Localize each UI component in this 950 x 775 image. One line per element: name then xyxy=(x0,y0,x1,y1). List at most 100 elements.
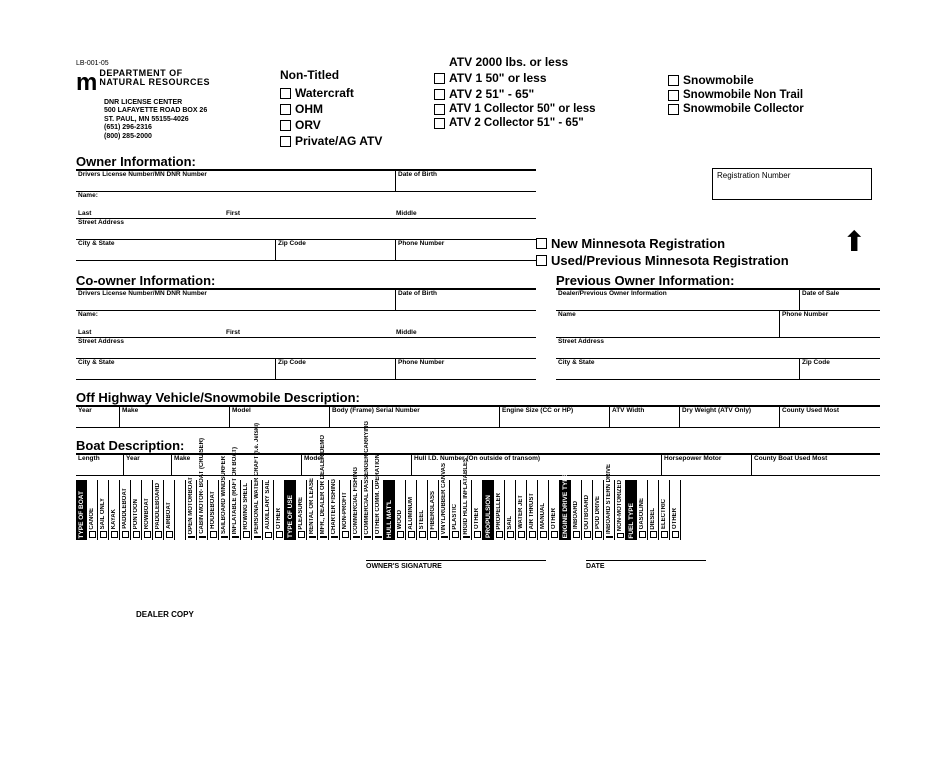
vbar-option[interactable]: SAILBOARD WINDSURFER xyxy=(219,480,230,540)
vbar-checkbox[interactable] xyxy=(364,536,371,538)
cb-snow-nontrail[interactable] xyxy=(668,90,679,101)
vbar-option[interactable]: OTHER xyxy=(274,480,285,540)
vbar-option[interactable]: HOUSEBOAT xyxy=(208,480,219,540)
vbar-option[interactable]: VINYL/RUBBER CANVAS xyxy=(439,480,450,540)
vbar-checkbox[interactable] xyxy=(430,531,437,538)
vbar-checkbox[interactable] xyxy=(496,531,503,538)
vbar-checkbox[interactable] xyxy=(199,536,206,538)
vbar-option[interactable]: PONTOON xyxy=(131,480,142,540)
vbar-option[interactable]: NON-MOTORIZED xyxy=(615,480,626,540)
vbar-checkbox[interactable] xyxy=(617,533,624,538)
vbar-checkbox[interactable] xyxy=(452,531,459,538)
cb-orv[interactable] xyxy=(280,120,291,131)
vbar-checkbox[interactable] xyxy=(551,531,558,538)
vbar-checkbox[interactable] xyxy=(573,531,580,538)
vbar-option[interactable]: KAYAK xyxy=(109,480,120,540)
vbar-option[interactable]: PROPELLER xyxy=(494,480,505,540)
cb-ohm[interactable] xyxy=(280,104,291,115)
vbar-option[interactable]: ELECTRIC xyxy=(659,480,670,540)
vbar-checkbox[interactable] xyxy=(309,536,316,538)
cb-atv1-50[interactable] xyxy=(434,73,445,84)
vbar-checkbox[interactable] xyxy=(540,531,547,538)
vbar-option[interactable]: WOOD xyxy=(395,480,406,540)
vbar-checkbox[interactable] xyxy=(232,536,239,538)
vbar-option[interactable]: COMMERCIAL PASSENGER CARRYING xyxy=(362,480,373,540)
vbar-checkbox[interactable] xyxy=(353,536,360,538)
vbar-checkbox[interactable] xyxy=(606,536,613,538)
vbar-option[interactable]: NON-PROFIT xyxy=(340,480,351,540)
vbar-checkbox[interactable] xyxy=(650,531,657,538)
vbar-option[interactable]: MANUAL xyxy=(538,480,549,540)
vbar-checkbox[interactable] xyxy=(507,531,514,538)
vbar-option[interactable]: CANOE xyxy=(87,480,98,540)
vbar-checkbox[interactable] xyxy=(298,531,305,538)
vbar-option[interactable]: ROWING SHELL xyxy=(241,480,252,540)
vbar-checkbox[interactable] xyxy=(166,531,173,538)
vbar-option[interactable]: PLASTIC xyxy=(450,480,461,540)
vbar-option[interactable]: WATER JET xyxy=(516,480,527,540)
vbar-option[interactable]: AUXILLARY SAIL xyxy=(263,480,274,540)
vbar-checkbox[interactable] xyxy=(441,536,448,538)
date-signature[interactable]: DATE xyxy=(586,560,706,570)
vbar-option[interactable]: DIESEL xyxy=(648,480,659,540)
vbar-option[interactable]: RIGID HULL INFLATABLES xyxy=(461,480,472,540)
cb-atv2-51[interactable] xyxy=(434,89,445,100)
vbar-option[interactable]: MFR., DEALER OR DEALER DEMO xyxy=(318,480,329,540)
vbar-checkbox[interactable] xyxy=(342,531,349,538)
vbar-option[interactable]: OTHER xyxy=(549,480,560,540)
vbar-option[interactable]: INFLATABLE (RAFT OR BOAT) xyxy=(230,480,241,540)
vbar-option[interactable]: SAIL xyxy=(505,480,516,540)
vbar-checkbox[interactable] xyxy=(254,536,261,538)
vbar-option[interactable]: AIR THRUST xyxy=(527,480,538,540)
cb-used-reg[interactable] xyxy=(536,255,547,266)
vbar-option[interactable]: OTHER COMM. OPERATION xyxy=(373,480,384,540)
vbar-option[interactable]: OUTBOARD xyxy=(582,480,593,540)
vbar-checkbox[interactable] xyxy=(265,532,272,539)
vbar-option[interactable]: POD DRIVE xyxy=(593,480,604,540)
vbar-checkbox[interactable] xyxy=(397,531,404,538)
vbar-checkbox[interactable] xyxy=(221,536,228,538)
vbar-option[interactable]: INBOARD xyxy=(571,480,582,540)
vbar-checkbox[interactable] xyxy=(518,531,525,538)
vbar-option[interactable]: CABIN MOTOR- BOAT (CRUISER) xyxy=(197,480,208,540)
vbar-checkbox[interactable] xyxy=(331,536,338,538)
vbar-checkbox[interactable] xyxy=(210,531,217,538)
vbar-checkbox[interactable] xyxy=(155,531,162,538)
vbar-checkbox[interactable] xyxy=(595,531,602,538)
cb-private-atv[interactable] xyxy=(280,136,291,147)
vbar-option[interactable] xyxy=(175,480,186,540)
cb-snow-coll[interactable] xyxy=(668,104,679,115)
owner-signature[interactable]: OWNER'S SIGNATURE xyxy=(366,560,546,570)
vbar-checkbox[interactable] xyxy=(320,536,327,538)
vbar-checkbox[interactable] xyxy=(584,531,591,538)
vbar-option[interactable]: INBOARD STERN DRIVE xyxy=(604,480,615,540)
cb-new-reg[interactable] xyxy=(536,238,547,249)
vbar-checkbox[interactable] xyxy=(419,531,426,538)
vbar-checkbox[interactable] xyxy=(243,531,250,538)
vbar-option[interactable]: RENTAL OR LEASE xyxy=(307,480,318,540)
vbar-option[interactable]: AIRBOAT xyxy=(164,480,175,540)
vbar-option[interactable]: OPEN MOTORBOAT xyxy=(186,480,197,540)
vbar-checkbox[interactable] xyxy=(375,536,382,538)
vbar-option[interactable]: CHARTER FISHING xyxy=(329,480,340,540)
vbar-checkbox[interactable] xyxy=(188,536,195,538)
vbar-checkbox[interactable] xyxy=(463,536,470,538)
cb-watercraft[interactable] xyxy=(280,88,291,99)
vbar-option[interactable]: OTHER xyxy=(472,480,483,540)
vbar-option[interactable]: PADDLEBOARD xyxy=(153,480,164,540)
cb-atv1-coll[interactable] xyxy=(434,104,445,115)
vbar-checkbox[interactable] xyxy=(276,531,283,538)
vbar-option[interactable]: SAIL ONLY xyxy=(98,480,109,540)
vbar-checkbox[interactable] xyxy=(408,531,415,538)
vbar-checkbox[interactable] xyxy=(529,531,536,538)
vbar-option[interactable]: GASOLINE xyxy=(637,480,648,540)
vbar-checkbox[interactable] xyxy=(122,531,129,538)
vbar-option[interactable]: PLEASURE xyxy=(296,480,307,540)
vbar-checkbox[interactable] xyxy=(474,531,481,538)
vbar-checkbox[interactable] xyxy=(100,531,107,538)
vbar-option[interactable]: FIBERGLASS xyxy=(428,480,439,540)
vbar-checkbox[interactable] xyxy=(144,531,151,538)
vbar-option[interactable]: STEEL xyxy=(417,480,428,540)
vbar-checkbox[interactable] xyxy=(639,531,646,538)
registration-number-box[interactable]: Registration Number xyxy=(712,168,872,200)
